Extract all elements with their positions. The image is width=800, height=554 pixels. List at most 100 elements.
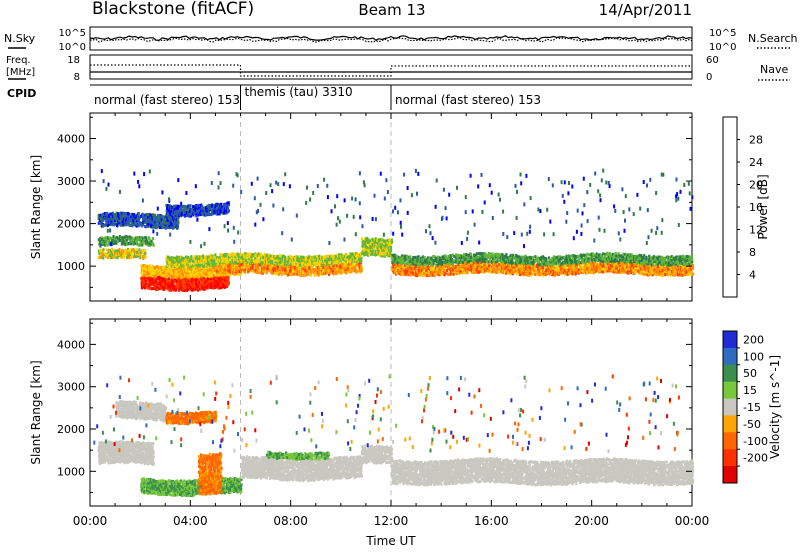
range-gate-cell	[414, 260, 417, 264]
range-gate-cell	[488, 256, 491, 259]
range-gate-cell	[443, 255, 446, 259]
range-gate-cell	[308, 271, 311, 275]
range-gate-cell	[583, 258, 586, 262]
range-gate-cell	[322, 270, 325, 274]
range-gate-cell	[217, 281, 220, 285]
range-gate-cell	[193, 255, 197, 259]
range-gate-cell	[276, 262, 279, 266]
range-gate-cell	[120, 214, 124, 218]
range-gate-cell	[188, 263, 191, 267]
range-gate-cell	[604, 254, 607, 258]
range-gate-cell	[366, 250, 369, 254]
range-gate-cell	[369, 251, 372, 255]
range-gate-cell	[611, 256, 614, 260]
range-gate-cell	[155, 278, 158, 282]
range-gate-cell	[206, 276, 209, 280]
range-gate-cell	[168, 281, 171, 285]
range-gate-cell	[127, 251, 130, 255]
range-gate-cell	[510, 271, 513, 274]
range-gate-cell	[260, 263, 264, 267]
range-gate-cell	[449, 272, 452, 276]
range-gate-cell	[279, 266, 282, 270]
range-gate-cell	[482, 259, 485, 263]
range-gate-cell	[672, 260, 676, 263]
range-gate-cell	[207, 284, 210, 287]
range-gate-cell	[266, 253, 269, 257]
range-gate-cell	[534, 268, 537, 272]
range-gate-cell	[400, 263, 403, 267]
range-gate-cell	[571, 272, 574, 276]
range-gate-cell	[665, 263, 668, 267]
range-gate-cell	[425, 263, 429, 267]
range-gate-cell	[167, 256, 170, 260]
range-gate-cell	[254, 260, 257, 264]
range-gate-cell	[367, 246, 370, 250]
range-gate-cell	[140, 283, 143, 287]
range-gate-cell	[130, 256, 133, 260]
range-gate-cell	[678, 270, 681, 273]
range-gate-cell	[137, 236, 140, 240]
range-gate-cell	[113, 241, 116, 245]
range-gate-cell	[476, 262, 480, 266]
range-gate-cell	[253, 269, 256, 272]
range-gate-cell	[98, 215, 101, 219]
range-gate-cell	[318, 269, 321, 273]
range-gate-cell	[616, 266, 619, 270]
range-gate-cell	[598, 266, 602, 270]
range-gate-cell	[306, 271, 309, 275]
range-gate-cell	[218, 279, 221, 283]
range-gate-cell	[176, 255, 179, 259]
range-gate-cell	[243, 265, 246, 269]
range-gate-cell	[527, 263, 530, 267]
range-gate-cell	[627, 262, 630, 266]
range-gate-cell	[543, 272, 547, 276]
range-gate-cell	[363, 250, 366, 254]
range-gate-cell	[638, 256, 641, 260]
range-gate-cell	[467, 256, 470, 260]
range-gate-cell	[465, 260, 468, 264]
range-gate-cell	[213, 281, 216, 284]
range-gate-cell	[159, 286, 162, 290]
range-gate-cell	[227, 264, 230, 268]
range-gate-cell	[151, 242, 154, 245]
range-gate-cell	[618, 269, 621, 273]
range-gate-cell	[347, 269, 350, 273]
range-gate-cell	[399, 255, 402, 259]
range-gate-cell	[423, 262, 426, 266]
range-gate-cell	[247, 269, 250, 273]
range-gate-cell	[101, 254, 104, 258]
range-gate-cell	[352, 269, 355, 273]
range-gate-cell	[691, 258, 694, 261]
range-gate-cell	[135, 241, 139, 245]
range-gate-cell	[239, 258, 242, 262]
range-gate-cell	[419, 267, 422, 270]
range-gate-cell	[161, 273, 164, 277]
range-gate-cell	[456, 272, 459, 276]
range-gate-cell	[196, 273, 199, 277]
range-gate-cell	[183, 277, 186, 281]
range-gate-cell	[535, 270, 538, 274]
range-gate-cell	[486, 255, 490, 259]
range-gate-cell	[623, 265, 626, 269]
range-gate-cell	[284, 269, 287, 273]
range-gate-cell	[492, 256, 495, 260]
range-gate-cell	[327, 265, 330, 269]
range-gate-cell	[572, 264, 575, 267]
range-gate-cell	[671, 271, 674, 275]
range-gate-cell	[540, 261, 543, 265]
range-gate-cell	[632, 266, 635, 270]
range-gate-cell	[474, 257, 477, 260]
range-gate-cell	[375, 240, 378, 244]
range-gate-cell	[188, 272, 191, 276]
range-gate-cell	[661, 268, 664, 272]
range-gate-cell	[388, 238, 391, 242]
range-gate-cell	[360, 237, 364, 241]
range-gate-cell	[366, 252, 369, 256]
range-gate-cell	[378, 253, 381, 257]
range-gate-cell	[191, 266, 194, 270]
range-gate-cell	[187, 270, 190, 274]
range-gate-cell	[396, 263, 400, 267]
range-gate-cell	[421, 268, 424, 272]
range-gate-cell	[227, 275, 230, 278]
range-gate-cell	[661, 261, 664, 265]
